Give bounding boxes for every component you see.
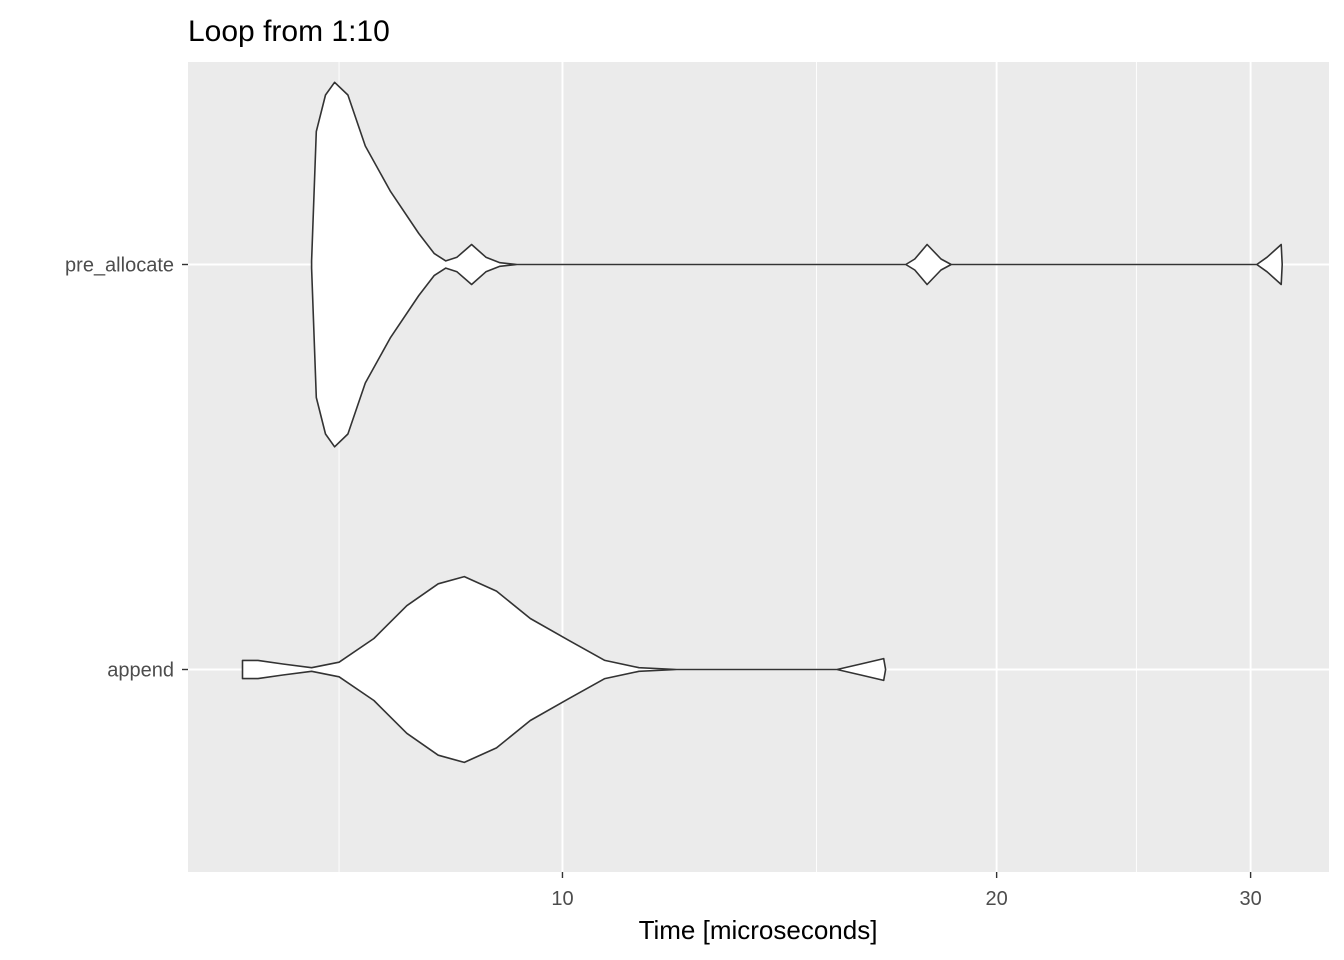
y-tick-label: append [107, 660, 174, 682]
x-axis-title: Time [microseconds] [639, 915, 878, 945]
x-axis-ticks: 10 20 30 [551, 872, 1262, 910]
chart-title: Loop from 1:10 [188, 15, 390, 48]
violin-pre-allocate [310, 81, 1283, 448]
x-tick-label: 30 [1239, 888, 1261, 910]
y-tick-label: pre_allocate [65, 255, 174, 277]
x-tick-label: 10 [551, 888, 573, 910]
violins [241, 81, 1283, 764]
x-tick-label: 20 [986, 888, 1008, 910]
violin-append [241, 575, 887, 764]
